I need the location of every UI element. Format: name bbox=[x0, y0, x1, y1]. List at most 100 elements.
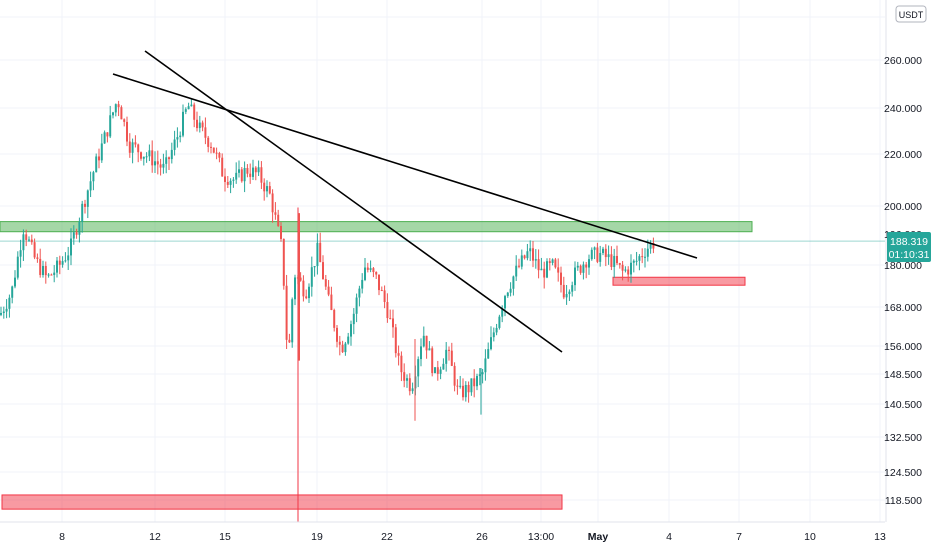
candle-body bbox=[495, 327, 498, 333]
candle-body bbox=[596, 247, 599, 262]
candle-body bbox=[140, 152, 142, 159]
candle-body bbox=[375, 272, 378, 275]
candle-body bbox=[518, 265, 520, 267]
candle-body bbox=[184, 109, 187, 112]
candle-body bbox=[649, 243, 652, 249]
candle-body bbox=[484, 358, 487, 373]
candle-body bbox=[47, 274, 50, 276]
candle-body bbox=[42, 265, 44, 275]
candle-body bbox=[515, 265, 518, 277]
candle-body bbox=[187, 106, 190, 110]
candle-body bbox=[0, 313, 2, 315]
candle-body bbox=[627, 269, 630, 275]
upper-trendline[interactable] bbox=[112, 73, 698, 259]
candle-body bbox=[308, 286, 310, 299]
candle-body bbox=[81, 203, 84, 222]
price-tick-label: 180.000 bbox=[884, 260, 922, 272]
candle-body bbox=[299, 277, 302, 281]
candle-body bbox=[204, 127, 207, 138]
candle-body bbox=[19, 250, 22, 257]
candle-body bbox=[406, 378, 408, 381]
candle-body bbox=[271, 193, 274, 213]
candle-body bbox=[478, 374, 481, 377]
candle-body bbox=[350, 324, 352, 337]
current-price-label: 188.319 bbox=[890, 236, 928, 248]
candle-body bbox=[207, 137, 210, 147]
candle-body bbox=[576, 265, 579, 268]
candle-body bbox=[417, 359, 420, 377]
candle-body bbox=[296, 277, 299, 279]
candle-body bbox=[380, 290, 383, 292]
lower-trendline[interactable] bbox=[144, 50, 563, 353]
price-zones bbox=[0, 207, 885, 522]
candle-body bbox=[420, 346, 422, 360]
candle-body bbox=[593, 247, 596, 250]
candle-body bbox=[610, 254, 613, 267]
candle-body bbox=[585, 264, 588, 268]
candle-body bbox=[22, 234, 25, 251]
time-tick-label: 22 bbox=[381, 531, 393, 543]
candle-body bbox=[98, 156, 100, 161]
candle-body bbox=[238, 169, 240, 173]
candle-body bbox=[2, 311, 5, 314]
price-tick-label: 260.000 bbox=[884, 55, 922, 67]
candle-body bbox=[134, 142, 137, 145]
candle-body bbox=[378, 274, 380, 291]
countdown-label: 01:10:31 bbox=[889, 249, 930, 261]
candle-body bbox=[526, 251, 529, 259]
candle-body bbox=[294, 277, 296, 300]
candle-body bbox=[243, 167, 246, 182]
candle-body bbox=[641, 256, 644, 258]
unit-badge[interactable]: USDT bbox=[895, 5, 927, 23]
candle-body bbox=[277, 214, 280, 226]
price-tick-label: 124.500 bbox=[884, 467, 922, 479]
candle-body bbox=[218, 153, 221, 158]
candle-body bbox=[25, 234, 28, 240]
candle-body bbox=[439, 369, 442, 374]
time-tick-label: 4 bbox=[666, 531, 672, 543]
support-zone-near[interactable] bbox=[612, 276, 746, 286]
candle-body bbox=[473, 378, 476, 387]
candle-body bbox=[165, 157, 168, 164]
candle-body bbox=[436, 367, 439, 374]
candle-body bbox=[476, 376, 478, 387]
candle-body bbox=[352, 313, 355, 325]
candle-body bbox=[618, 263, 621, 265]
candle-body bbox=[61, 261, 64, 265]
candle-body bbox=[358, 288, 361, 298]
price-tick-label: 148.500 bbox=[884, 369, 922, 381]
time-tick-label: 10 bbox=[804, 531, 816, 543]
candle-body bbox=[333, 310, 336, 328]
candle-body bbox=[252, 167, 254, 177]
candle-body bbox=[64, 260, 67, 262]
candle-body bbox=[106, 132, 109, 137]
candle-body bbox=[355, 297, 358, 314]
chart-grid bbox=[0, 0, 885, 522]
price-tick-label: 132.500 bbox=[884, 432, 922, 444]
candle-body bbox=[652, 243, 655, 249]
candle-body bbox=[182, 111, 184, 136]
candle-body bbox=[445, 349, 448, 364]
candle-body bbox=[532, 248, 534, 261]
candle-body bbox=[179, 135, 182, 138]
candle-body bbox=[120, 107, 123, 120]
resistance-zone[interactable] bbox=[0, 221, 753, 233]
time-tick-label: 13:00 bbox=[528, 531, 554, 543]
candle-body bbox=[154, 161, 156, 166]
candle-body bbox=[372, 268, 375, 273]
candle-body bbox=[464, 384, 467, 398]
candle-body bbox=[616, 255, 618, 264]
candle-body bbox=[330, 294, 333, 311]
candle-body bbox=[128, 141, 131, 153]
unit-label: USDT bbox=[899, 10, 924, 20]
candle-body bbox=[523, 255, 526, 259]
candle-body bbox=[235, 172, 238, 180]
candle-body bbox=[520, 255, 523, 267]
candle-body bbox=[425, 335, 428, 351]
support-zone-deep[interactable] bbox=[1, 494, 563, 510]
candle-body bbox=[229, 180, 232, 185]
candle-body bbox=[257, 167, 260, 173]
time-axis[interactable]: 8 12 15 19 22 26 13:00 May 4 7 10 13 bbox=[0, 521, 886, 543]
current-price-badge: 188.319 01:10:31 bbox=[887, 232, 931, 262]
